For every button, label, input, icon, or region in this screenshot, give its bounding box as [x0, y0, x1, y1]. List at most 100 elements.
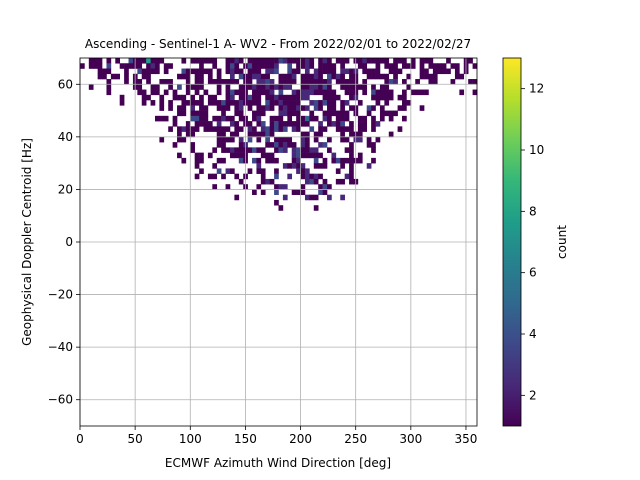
heatmap-cell: [256, 136, 262, 143]
heatmap-cell: [282, 126, 288, 132]
heatmap-cell: [375, 89, 381, 96]
heatmap-cell: [335, 126, 341, 132]
heatmap-cell: [177, 84, 182, 90]
heatmap-cell: [234, 147, 240, 153]
heatmap-cell: [256, 79, 262, 85]
heatmap-cell: [137, 79, 143, 85]
heatmap-cell: [313, 163, 319, 169]
heatmap-cell: [402, 63, 407, 69]
heatmap-cell: [190, 100, 195, 106]
heatmap-cell: [402, 94, 407, 101]
heatmap-cell: [393, 110, 398, 117]
heatmap-cell: [309, 79, 315, 85]
heatmap-cell: [207, 68, 213, 75]
heatmap-cell: [300, 163, 306, 169]
heatmap-cell: [282, 184, 288, 190]
heatmap-cell: [304, 68, 310, 75]
heatmap-cell: [265, 131, 270, 138]
heatmap-cell: [269, 105, 275, 111]
heatmap-cell: [252, 126, 257, 132]
heatmap-cell: [296, 126, 301, 132]
heatmap-cell: [119, 94, 125, 101]
heatmap-cell: [234, 194, 240, 201]
heatmap-cell: [256, 184, 262, 190]
heatmap-cell: [327, 147, 332, 153]
heatmap-cell: [185, 100, 191, 106]
heatmap-cell: [154, 63, 160, 69]
heatmap-cell: [207, 121, 213, 127]
heatmap-cell: [207, 73, 213, 80]
heatmap-cell: [300, 58, 306, 64]
heatmap-cell: [168, 105, 173, 111]
heatmap-cell: [437, 63, 443, 69]
heatmap-cell: [296, 105, 301, 111]
y-tick-label: 60: [58, 77, 73, 91]
heatmap-cell: [287, 94, 293, 101]
heatmap-cell: [384, 63, 390, 69]
heatmap-cell: [256, 110, 262, 117]
heatmap-cell: [384, 84, 390, 90]
heatmap-cell: [322, 89, 328, 96]
heatmap-cell: [203, 121, 209, 127]
heatmap-cell: [269, 63, 275, 69]
heatmap-cell: [265, 105, 270, 111]
heatmap-cell: [327, 94, 332, 101]
heatmap-cell: [335, 110, 341, 117]
heatmap-cell: [300, 115, 306, 122]
heatmap-cell: [362, 115, 368, 122]
heatmap-cell: [384, 73, 390, 80]
heatmap-cell: [304, 84, 310, 90]
heatmap-cell: [194, 173, 200, 180]
heatmap-cell: [247, 131, 253, 138]
heatmap-cell: [446, 68, 451, 75]
heatmap-cell: [234, 173, 240, 180]
heatmap-cell: [181, 136, 187, 143]
heatmap-cell: [194, 89, 200, 96]
heatmap-cell: [274, 147, 279, 153]
heatmap-cell: [393, 79, 398, 85]
heatmap-cell: [269, 178, 275, 185]
heatmap-cell: [402, 105, 407, 111]
heatmap-cell: [415, 79, 420, 85]
heatmap-cell: [393, 73, 398, 80]
heatmap-cell: [106, 84, 112, 90]
heatmap-cell: [247, 168, 253, 174]
heatmap-cell: [154, 115, 160, 122]
heatmap-cell: [274, 168, 279, 174]
heatmap-cell: [327, 58, 332, 64]
heatmap-cell: [349, 121, 354, 127]
heatmap-cell: [349, 152, 354, 159]
heatmap-cell: [304, 147, 310, 153]
heatmap-cell: [229, 152, 235, 159]
heatmap-cell: [150, 68, 156, 75]
heatmap-cell: [340, 163, 345, 169]
heatmap-cell: [309, 58, 315, 64]
heatmap-cell: [247, 147, 253, 153]
heatmap-cell: [106, 63, 112, 69]
heatmap-cell: [146, 94, 151, 101]
heatmap-cell: [340, 73, 345, 80]
heatmap-cell: [252, 68, 257, 75]
heatmap-cell: [203, 115, 209, 122]
heatmap-cell: [349, 84, 354, 90]
heatmap-cell: [278, 79, 284, 85]
heatmap-cell: [300, 105, 306, 111]
heatmap-cell: [327, 68, 332, 75]
heatmap-cell: [269, 157, 275, 164]
heatmap-cell: [269, 84, 275, 90]
heatmap-cell: [146, 73, 151, 80]
heatmap-cell: [366, 58, 372, 64]
heatmap-cell: [225, 136, 231, 143]
heatmap-cell: [177, 152, 182, 159]
heatmap-cell: [379, 105, 385, 111]
heatmap-cell: [313, 100, 319, 106]
heatmap-cell: [274, 184, 279, 190]
heatmap-cell: [327, 121, 332, 127]
heatmap-cell: [212, 163, 218, 169]
heatmap-cell: [335, 73, 341, 80]
heatmap-cell: [97, 58, 103, 64]
heatmap-cell: [221, 79, 226, 85]
heatmap-cell: [291, 79, 297, 85]
colorbar-tick-label: 8: [529, 204, 537, 218]
heatmap-cell: [287, 121, 293, 127]
